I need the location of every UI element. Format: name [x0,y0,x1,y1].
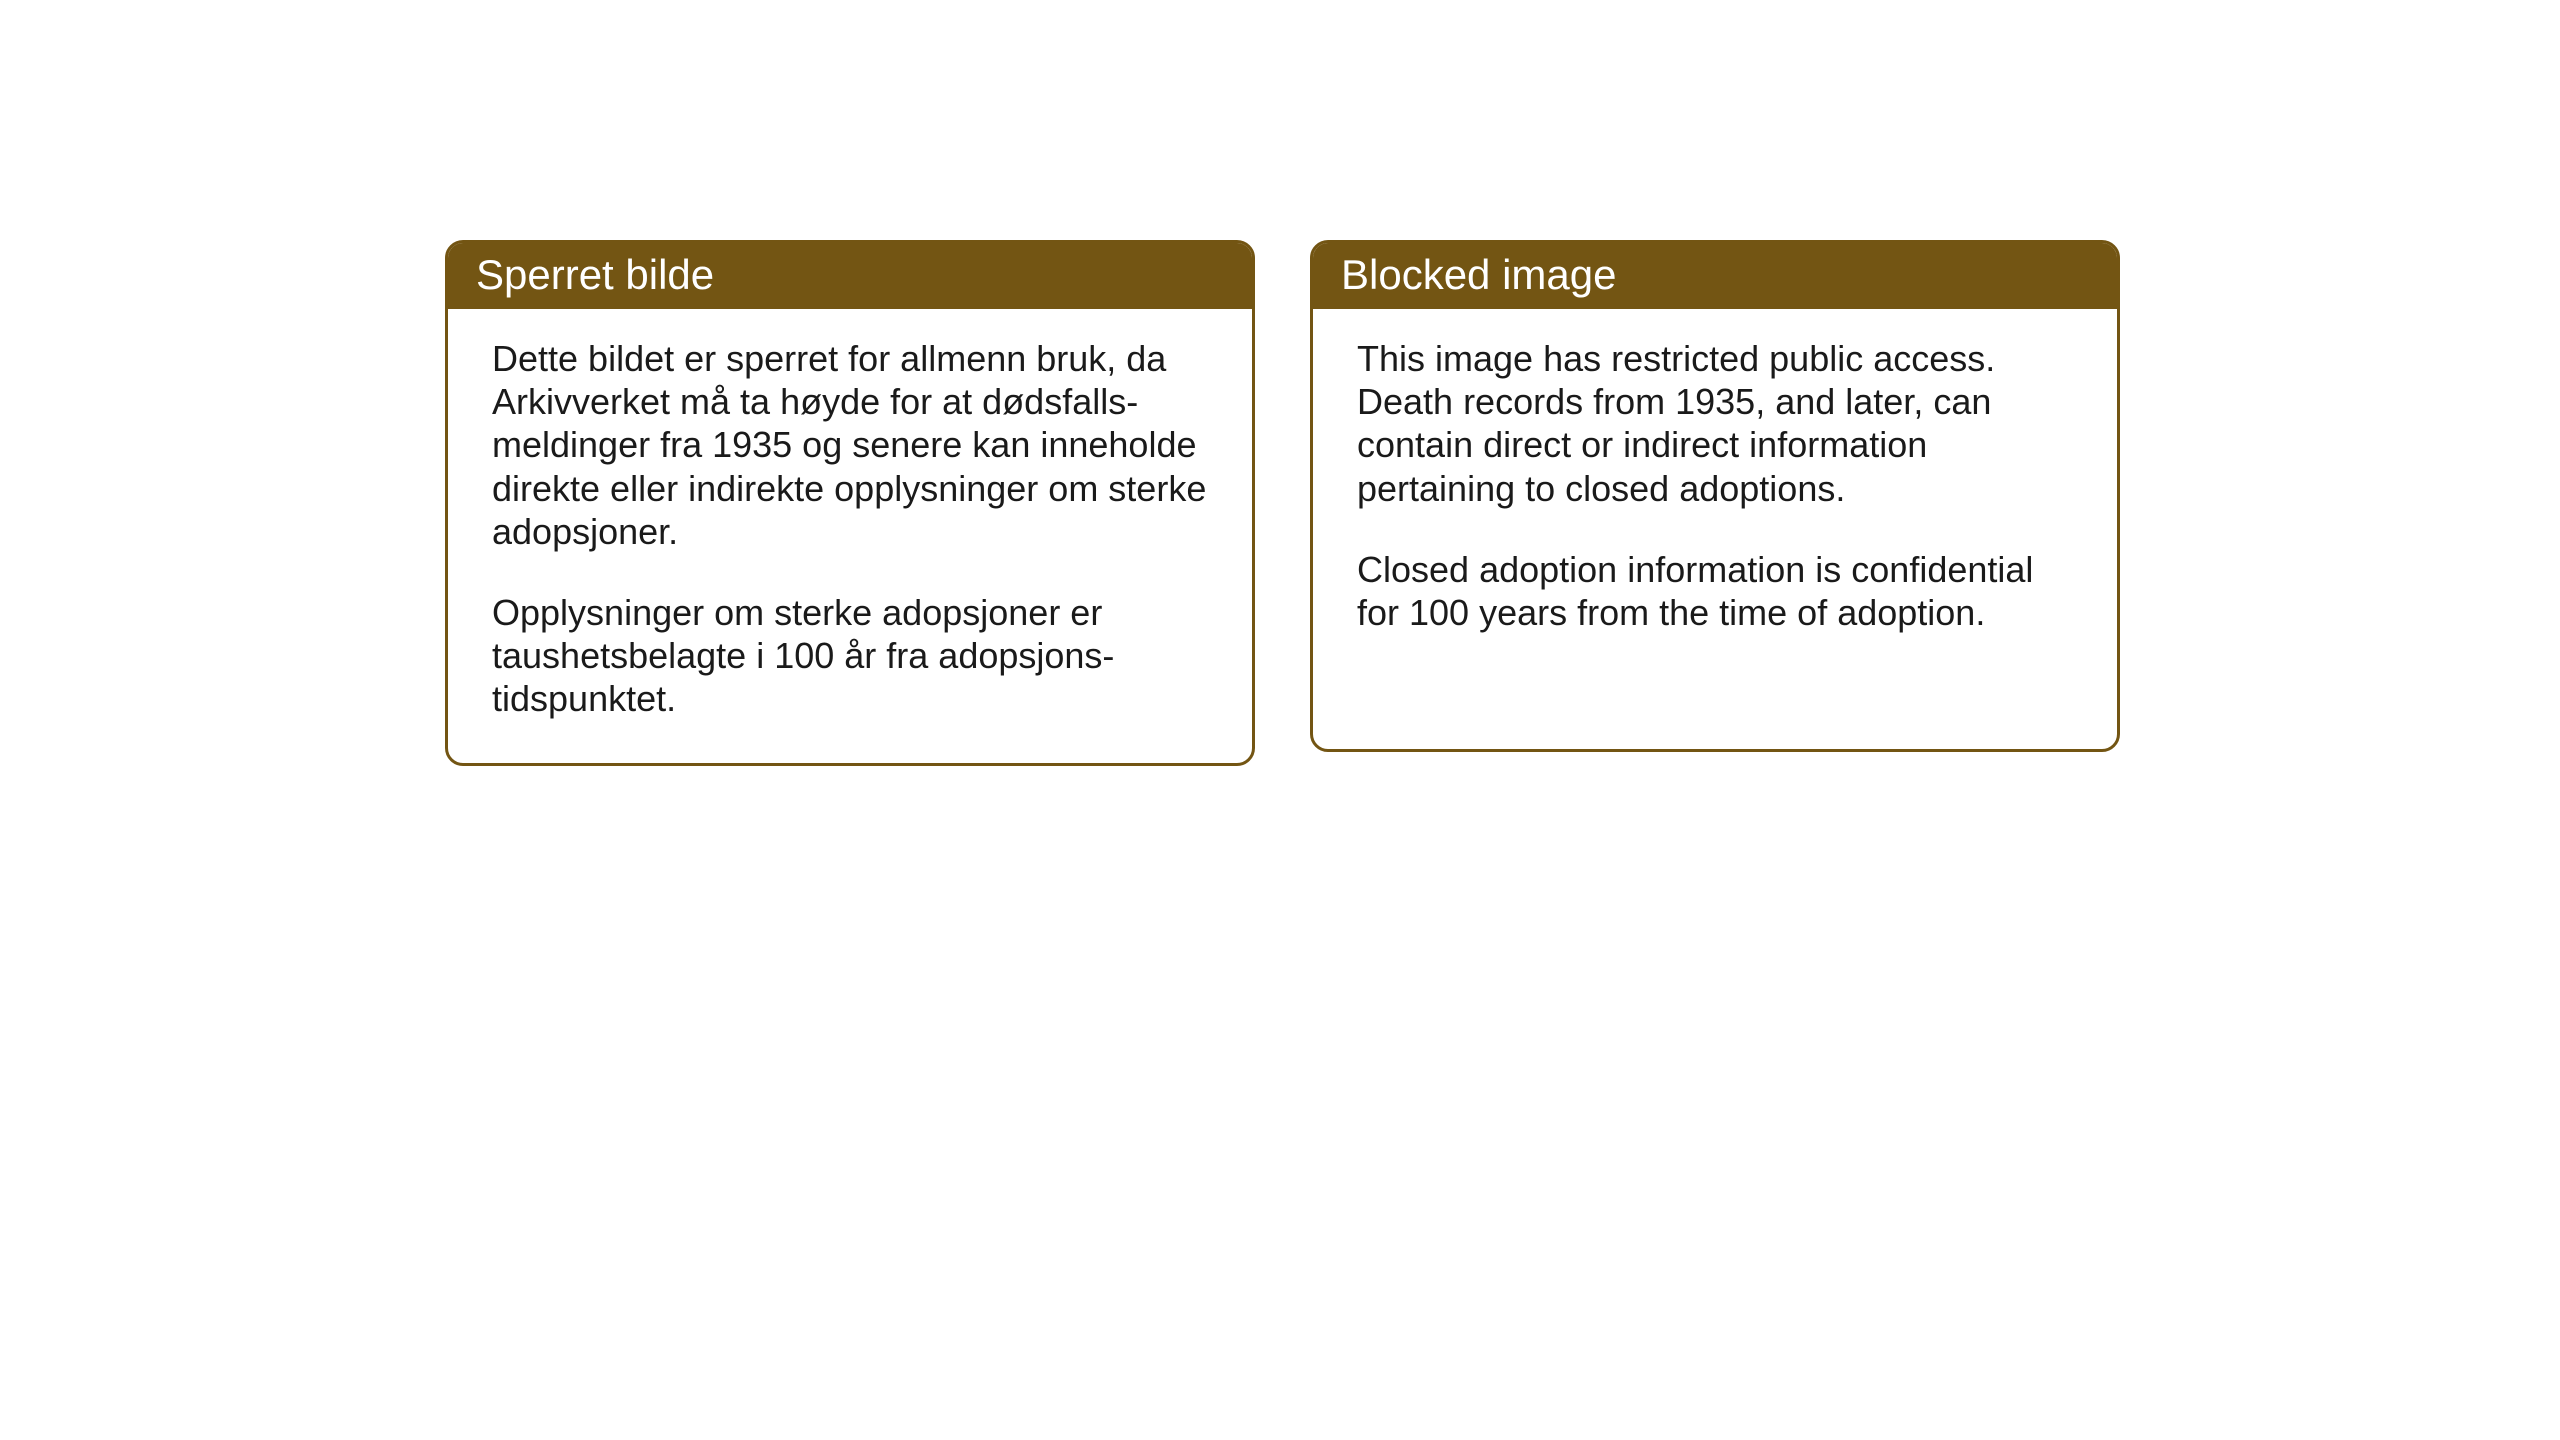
card-paragraph-1-english: This image has restricted public access.… [1357,337,2073,510]
card-title-norwegian: Sperret bilde [476,251,714,298]
card-english: Blocked image This image has restricted … [1310,240,2120,752]
card-paragraph-2-english: Closed adoption information is confident… [1357,548,2073,634]
card-title-english: Blocked image [1341,251,1616,298]
card-paragraph-1-norwegian: Dette bildet er sperret for allmenn bruk… [492,337,1208,553]
card-norwegian: Sperret bilde Dette bildet er sperret fo… [445,240,1255,766]
card-header-norwegian: Sperret bilde [448,243,1252,309]
card-header-english: Blocked image [1313,243,2117,309]
card-body-norwegian: Dette bildet er sperret for allmenn bruk… [448,309,1252,763]
cards-container: Sperret bilde Dette bildet er sperret fo… [445,240,2120,766]
card-paragraph-2-norwegian: Opplysninger om sterke adopsjoner er tau… [492,591,1208,721]
card-body-english: This image has restricted public access.… [1313,309,2117,676]
